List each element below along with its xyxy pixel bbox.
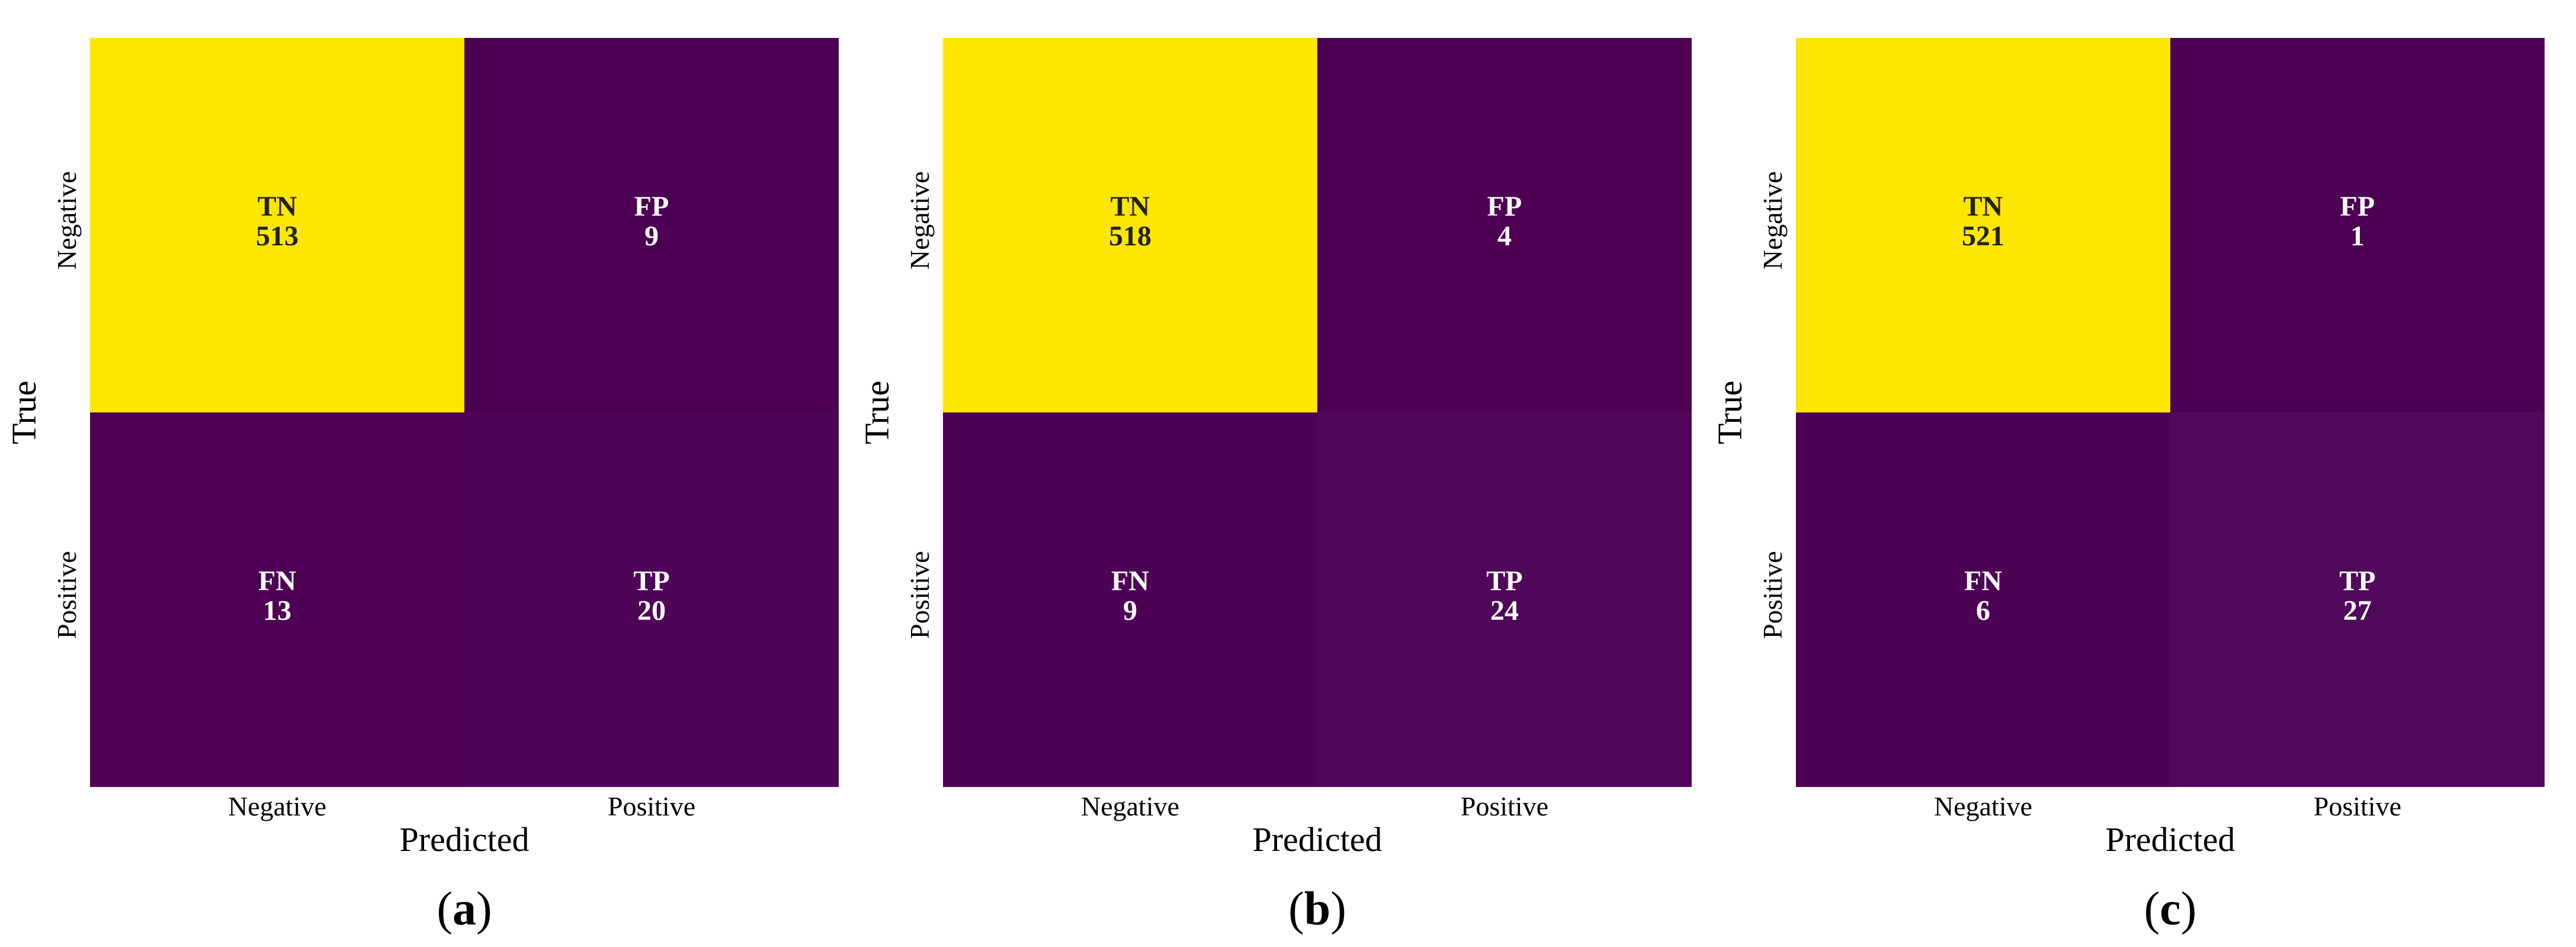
cell-label-tp: TP [633, 565, 669, 597]
x-tick-label-negative: Negative [228, 791, 326, 821]
heatmap-cell-tp [2170, 412, 2545, 787]
x-axis-title: Predicted [2105, 820, 2235, 859]
cell-label-tn: TN [1964, 191, 2003, 222]
cell-value-fp: 9 [644, 220, 659, 252]
x-tick-label-negative: Negative [1934, 791, 2032, 821]
heatmap-cell-tp [1317, 412, 1692, 787]
cell-value-tn: 513 [256, 220, 299, 252]
heatmap-cell-fn [1796, 412, 2170, 787]
x-tick-label-positive: Positive [2314, 791, 2401, 821]
y-tick-label-negative: Negative [52, 171, 82, 270]
cell-value-tn: 521 [1962, 220, 2004, 252]
cell-value-fp: 1 [2350, 220, 2365, 252]
y-axis-title: True [1711, 380, 1749, 444]
x-tick-label-negative: Negative [1081, 791, 1179, 821]
heatmap-cell-fn [943, 412, 1317, 787]
cell-label-fn: FN [1111, 565, 1149, 597]
cell-label-fn: FN [1964, 565, 2002, 597]
cell-label-fn: FN [258, 565, 296, 597]
heatmap-cell-fp [2170, 38, 2545, 412]
x-axis-title: Predicted [399, 820, 529, 859]
panel-caption: (c) [2144, 883, 2197, 935]
cell-value-fp: 4 [1497, 220, 1512, 252]
cell-label-tp: TP [2339, 565, 2375, 597]
cell-label-tn: TN [258, 191, 297, 222]
cell-label-tp: TP [1486, 565, 1522, 597]
cell-value-tn: 518 [1109, 220, 1151, 252]
y-tick-label-positive: Positive [1757, 551, 1788, 639]
y-tick-label-positive: Positive [52, 551, 82, 639]
cell-value-fn: 13 [263, 595, 291, 626]
heatmap-cell-fp [1317, 38, 1692, 412]
y-tick-label-positive: Positive [904, 551, 935, 639]
cell-value-fn: 6 [1976, 595, 1990, 626]
y-tick-label-negative: Negative [904, 171, 935, 270]
x-tick-label-positive: Positive [1461, 791, 1548, 821]
cell-label-fp: FP [2340, 191, 2375, 222]
cell-label-fp: FP [1487, 191, 1522, 222]
cell-value-tp: 27 [2343, 595, 2372, 626]
x-axis-title: Predicted [1252, 820, 1382, 859]
heatmap-cell-tn [90, 38, 464, 412]
y-tick-label-negative: Negative [1757, 171, 1788, 270]
heatmap-cell-tn [943, 38, 1317, 412]
cell-label-fp: FP [634, 191, 669, 222]
cell-value-tp: 20 [637, 595, 666, 626]
x-tick-label-positive: Positive [608, 791, 695, 821]
panel-caption: (b) [1288, 883, 1346, 935]
heatmap-cell-tp [464, 412, 839, 787]
panel-caption: (a) [437, 883, 492, 935]
cell-value-fn: 9 [1123, 595, 1137, 626]
heatmap-cell-fp [464, 38, 839, 412]
heatmap-cell-tn [1796, 38, 2170, 412]
y-axis-title: True [858, 380, 896, 444]
y-axis-title: True [5, 380, 43, 444]
cell-value-tp: 24 [1490, 595, 1519, 626]
cell-label-tn: TN [1111, 191, 1150, 222]
heatmap-cell-fn [90, 412, 464, 787]
